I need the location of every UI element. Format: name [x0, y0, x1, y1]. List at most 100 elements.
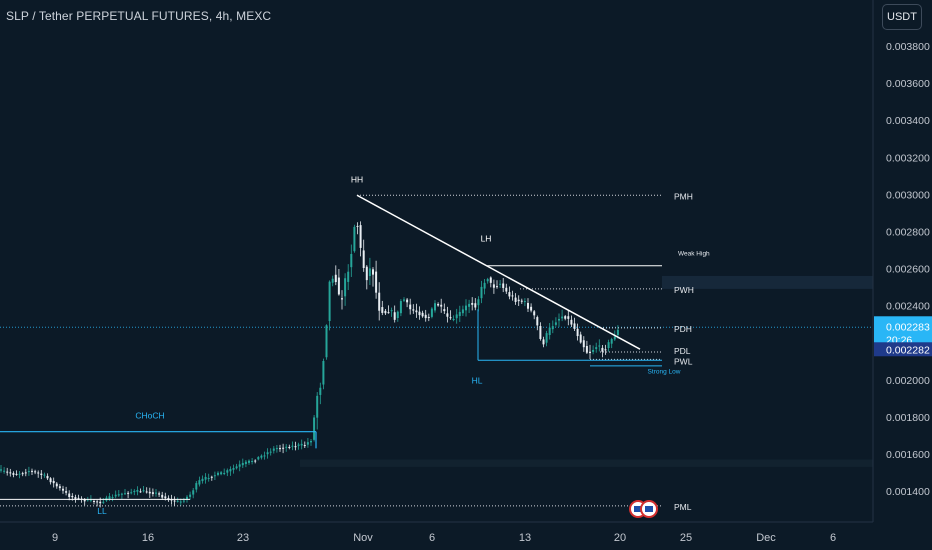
candle-body — [31, 470, 33, 472]
currency-button[interactable]: USDT — [882, 4, 922, 30]
candle-body — [108, 496, 111, 500]
candle-body — [406, 299, 409, 303]
candle-body — [499, 283, 502, 285]
candle-body — [0, 469, 2, 471]
candle-body — [176, 500, 179, 502]
candle-body — [96, 501, 99, 503]
candle-body — [511, 295, 514, 297]
candle-body — [412, 309, 415, 311]
candle-body — [257, 457, 260, 460]
candle-body — [9, 472, 12, 474]
level-label: PML — [674, 502, 692, 512]
candle-body — [238, 464, 241, 467]
candle-body — [189, 494, 192, 497]
candle-body — [409, 304, 412, 310]
candle-body — [536, 317, 539, 326]
candle-body — [554, 322, 557, 325]
candle-body — [465, 305, 467, 311]
candle-body — [254, 460, 257, 462]
x-tick-label: 20 — [614, 532, 626, 544]
candle-body — [496, 286, 498, 288]
y-tick-label: 0.002000 — [886, 375, 930, 387]
candle-body — [316, 395, 319, 418]
candle-body — [229, 469, 232, 472]
candle-body — [102, 501, 105, 503]
candle-body — [520, 300, 523, 302]
candle-body — [375, 271, 378, 293]
candle-body — [111, 497, 114, 499]
candle-body — [282, 447, 285, 449]
candle-body — [173, 500, 176, 502]
candle-body — [502, 283, 505, 288]
candle-body — [297, 444, 300, 446]
candle-body — [449, 317, 452, 319]
candle-body — [86, 499, 89, 501]
candle-body — [263, 455, 266, 457]
x-tick-label: 6 — [830, 532, 836, 544]
level-label: PMH — [674, 191, 693, 201]
secondary-price-label: 0.002282 — [886, 344, 930, 356]
candle-body — [443, 309, 446, 312]
candle-body — [164, 496, 167, 499]
candle-body — [415, 310, 418, 313]
candle-body — [350, 253, 353, 268]
candle-body — [158, 493, 161, 495]
candle-body — [148, 491, 151, 494]
y-tick-label: 0.002600 — [886, 264, 930, 276]
candle-body — [492, 284, 495, 288]
candle-body — [356, 225, 359, 227]
candle-body — [381, 307, 384, 313]
candle-body — [362, 250, 365, 268]
candle-body — [430, 308, 433, 317]
candle-body — [424, 314, 427, 319]
candle-body — [133, 490, 136, 493]
candle-body — [27, 471, 30, 473]
candle-body — [83, 499, 86, 502]
candle-body — [353, 226, 356, 252]
candle-body — [434, 303, 436, 311]
candle-body — [567, 316, 570, 319]
candles — [0, 221, 619, 508]
event-flag-icon — [645, 506, 653, 512]
candle-body — [89, 499, 92, 501]
candle-body — [616, 329, 619, 336]
x-tick-label: Nov — [353, 532, 373, 544]
candle-body — [65, 491, 68, 493]
y-tick-label: 0.003800 — [886, 41, 930, 53]
candle-body — [306, 442, 309, 445]
y-tick-label: 0.002800 — [886, 226, 930, 238]
candle-body — [390, 310, 393, 312]
candle-body — [182, 500, 185, 502]
candle-body — [365, 266, 368, 281]
candle-body — [514, 297, 517, 302]
candle-body — [130, 492, 133, 494]
candle-body — [319, 387, 322, 395]
choch-label: CHoCH — [135, 411, 164, 421]
candle-body — [592, 349, 595, 352]
candle-body — [120, 493, 123, 495]
x-tick-label: 6 — [429, 532, 435, 544]
candle-body — [235, 466, 238, 469]
candle-body — [452, 318, 455, 321]
candle-body — [303, 445, 306, 447]
chart-title: SLP / Tether PERPETUAL FUTURES, 4h, MEXC — [6, 9, 272, 23]
candle-body — [15, 473, 18, 475]
level-label: PWH — [674, 285, 694, 295]
candle-body — [24, 472, 27, 474]
candle-body — [260, 455, 263, 458]
candle-body — [145, 491, 148, 493]
candle-body — [403, 299, 405, 301]
candle-body — [266, 452, 269, 455]
zone-band — [300, 459, 873, 467]
candle-body — [155, 492, 157, 494]
candle-body — [288, 446, 291, 449]
candle-body — [477, 299, 480, 306]
candle-body — [198, 480, 201, 485]
candle-body — [77, 497, 80, 499]
candle-body — [161, 494, 164, 498]
candle-body — [384, 310, 387, 314]
candle-body — [55, 483, 58, 487]
candle-body — [334, 274, 337, 283]
candle-body — [291, 445, 294, 447]
